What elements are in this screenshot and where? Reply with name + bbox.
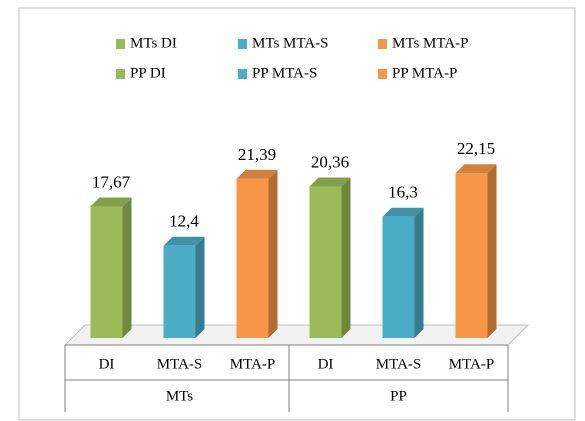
bar-side <box>341 177 351 338</box>
legend-label: PP MTA-P <box>392 65 457 81</box>
bar-front <box>382 216 415 338</box>
bar-side <box>268 169 278 338</box>
bar-top <box>163 236 205 246</box>
bar-front <box>309 186 342 338</box>
legend-label: PP DI <box>130 65 166 81</box>
legend-swatch <box>116 69 125 79</box>
data-label: 22,15 <box>457 139 495 158</box>
bar-front <box>90 206 123 338</box>
category-table <box>64 344 509 412</box>
bar <box>382 207 424 338</box>
bar-top <box>382 207 424 217</box>
x-tick-label: DI <box>99 356 115 372</box>
legend-swatch <box>378 69 387 79</box>
legend-swatch <box>238 39 247 49</box>
legend-label: PP MTA-S <box>252 65 317 81</box>
x-tick-label: DI <box>318 356 334 372</box>
data-label: 21,39 <box>238 145 276 164</box>
bar-front <box>455 173 488 338</box>
bar-front <box>163 245 196 338</box>
legend-label: MTs MTA-P <box>392 35 469 51</box>
bar <box>309 177 351 338</box>
legend-swatch <box>116 39 125 49</box>
x-tick-label: MTA-S <box>376 356 421 372</box>
bar <box>163 236 205 338</box>
legend-swatch <box>238 69 247 79</box>
legend-swatch <box>378 39 387 49</box>
legend-label: MTs MTA-S <box>252 35 329 51</box>
bar-side <box>414 207 424 338</box>
bar-top <box>90 197 132 207</box>
bar-front <box>236 178 269 338</box>
data-label: 17,67 <box>92 172 131 191</box>
x-tick-label: MTA-S <box>157 356 202 372</box>
bar <box>455 164 497 338</box>
bar-top <box>309 177 351 187</box>
data-label: 16,3 <box>388 183 418 202</box>
x-tick-label: MTA-P <box>230 356 275 372</box>
bar <box>236 169 278 338</box>
data-label: 20,36 <box>311 152 349 171</box>
x-tick-label: MTA-P <box>449 356 494 372</box>
bar-top <box>236 169 278 179</box>
bar <box>90 197 132 338</box>
bar-side <box>195 236 205 338</box>
group-label: PP <box>390 388 407 404</box>
legend-label: MTs DI <box>130 35 177 51</box>
data-label: 12,4 <box>169 212 199 231</box>
bar-side <box>122 197 132 338</box>
bar-side <box>487 164 497 338</box>
bar-top <box>455 164 497 174</box>
group-label: MTs <box>166 388 193 404</box>
